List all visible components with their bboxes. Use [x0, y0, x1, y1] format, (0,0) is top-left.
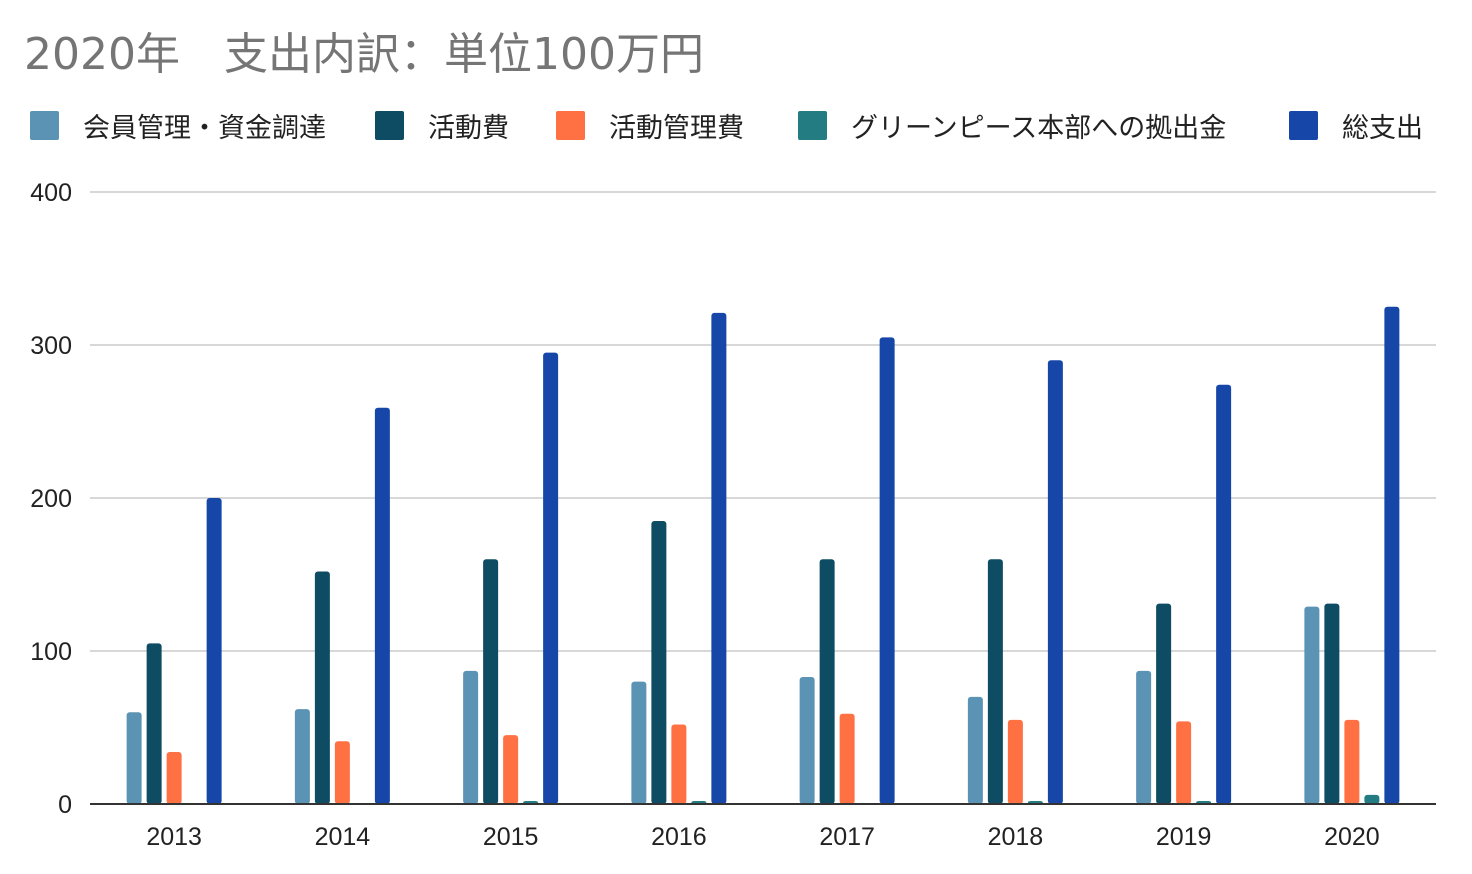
- x-tick-label: 2013: [146, 823, 202, 851]
- bar: [294, 709, 310, 804]
- bar: [1176, 721, 1192, 804]
- bar: [671, 724, 687, 804]
- legend-swatch: [375, 111, 404, 140]
- x-tick-label: 2019: [1156, 823, 1212, 851]
- y-tick-label: 200: [30, 485, 72, 513]
- x-tick-label: 2015: [483, 823, 539, 851]
- legend-label: グリーンピース本部への拠出金: [851, 113, 1227, 144]
- bar: [334, 741, 350, 804]
- bar: [987, 559, 1003, 804]
- bar: [799, 677, 815, 804]
- bar: [503, 735, 519, 804]
- bar: [1216, 384, 1232, 804]
- bar: [1047, 360, 1063, 804]
- bar: [1136, 670, 1152, 804]
- bar: [1304, 606, 1320, 804]
- bar: [1364, 794, 1380, 804]
- bar: [1344, 719, 1360, 804]
- legend-swatch: [1289, 111, 1318, 140]
- legend-label: 総支出: [1342, 113, 1423, 144]
- y-tick-label: 100: [30, 638, 72, 666]
- legend-item-activity-management: 活動管理費: [556, 106, 744, 145]
- legend-swatch: [30, 111, 59, 140]
- legend-label: 活動管理費: [609, 113, 744, 144]
- bar: [206, 498, 222, 804]
- legend-item-activity: 活動費: [375, 106, 509, 145]
- y-tick-label: 300: [30, 332, 72, 360]
- legend-item-member-fundraising: 会員管理・資金調達: [30, 106, 326, 145]
- bar: [1007, 719, 1023, 804]
- bar: [819, 559, 835, 804]
- legend-swatch: [556, 111, 585, 140]
- legend-label: 活動費: [428, 113, 509, 144]
- x-tick-label: 2020: [1324, 823, 1380, 851]
- bar: [374, 407, 390, 804]
- bar: [879, 337, 895, 804]
- bar: [839, 713, 855, 804]
- bar: [967, 696, 983, 804]
- legend-item-total: 総支出: [1289, 106, 1423, 145]
- bar: [631, 681, 647, 804]
- bar: [126, 712, 142, 804]
- bar: [543, 352, 559, 804]
- y-tick-label: 400: [30, 179, 72, 207]
- bar: [463, 670, 479, 804]
- bar: [1324, 603, 1340, 804]
- y-tick-label: 0: [58, 791, 72, 819]
- bar: [483, 559, 499, 804]
- bar: [651, 520, 667, 804]
- bar: [1384, 306, 1400, 804]
- x-tick-label: 2014: [315, 823, 371, 851]
- bar: [711, 312, 727, 804]
- legend-swatch: [798, 111, 827, 140]
- x-tick-label: 2018: [988, 823, 1044, 851]
- bar: [166, 751, 182, 804]
- chart-title: 2020年 支出内訳：単位100万円: [24, 29, 704, 80]
- bar: [1156, 603, 1172, 804]
- legend-label: 会員管理・資金調達: [83, 113, 326, 144]
- x-tick-label: 2016: [651, 823, 707, 851]
- legend-item-greenpeace-contribution: グリーンピース本部への拠出金: [798, 106, 1226, 145]
- bar: [314, 571, 330, 804]
- x-tick-label: 2017: [819, 823, 875, 851]
- bar: [146, 643, 162, 804]
